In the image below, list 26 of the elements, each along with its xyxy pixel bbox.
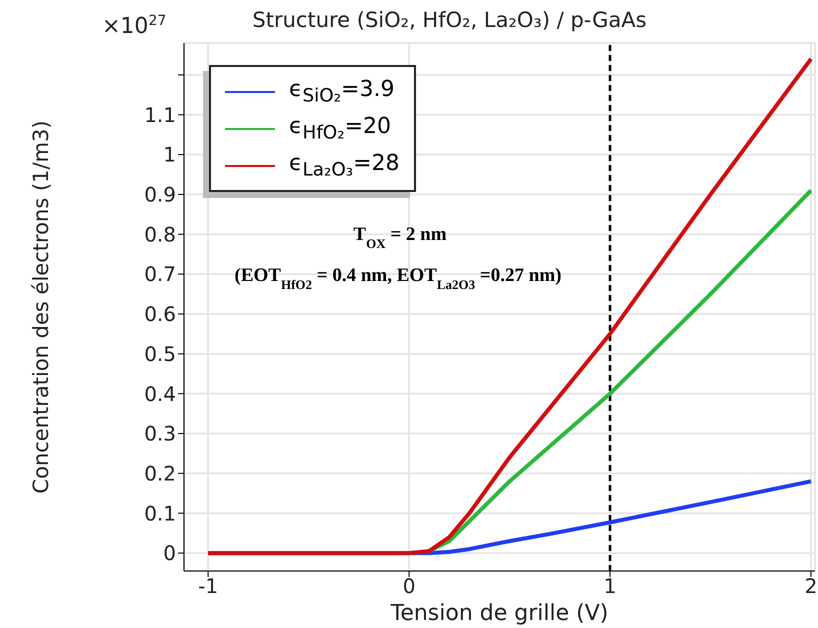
line-series: [206, 56, 813, 556]
y-tick-label: 0.4: [144, 382, 176, 406]
y-axis-title: Concentration des électrons (1/m3): [29, 120, 53, 494]
x-tick-label: 2: [804, 574, 818, 598]
x-tick-label: 0: [402, 574, 416, 598]
legend-label: ϵ$_{HfO₂}$=20: [289, 114, 391, 144]
y-tick-label: 0: [163, 541, 176, 566]
y-tick-label: 1: [163, 142, 176, 167]
legend-label: ϵ$_{SiO₂}$=3.9: [289, 76, 394, 106]
y-tick-label: 0.9: [144, 182, 176, 207]
x-axis-title: Tension de grille (V): [390, 601, 608, 626]
y-tick-label: 0.6: [144, 302, 176, 326]
y-tick-label: 1.1: [144, 102, 176, 127]
y-tick-label: 0.1: [144, 501, 176, 526]
annotation: (EOT$_{HfO2}$ = 0.4 nm, EOT$_{La2O3}$ =0.27 nm): [234, 265, 562, 292]
legend-label: ϵ$_{La₂O₃}$=28: [289, 150, 400, 180]
y-tick-label: 0.7: [144, 262, 176, 286]
y-tick-label: 0.5: [144, 342, 176, 366]
annotation: T$_{OX}$ = 2 nm: [353, 224, 447, 250]
text: ×10$^{27}$: [102, 13, 166, 39]
x-tick-label: -1: [198, 574, 218, 598]
y-tick-label: 0.3: [144, 422, 176, 446]
y-tick-label: 0.2: [144, 461, 176, 486]
x-tick-label: 1: [604, 574, 616, 598]
y-tick-label: 0.8: [144, 222, 176, 246]
chart-title: Structure (SiO₂, HfO₂, La₂O₃) / p-GaAs: [252, 8, 647, 32]
